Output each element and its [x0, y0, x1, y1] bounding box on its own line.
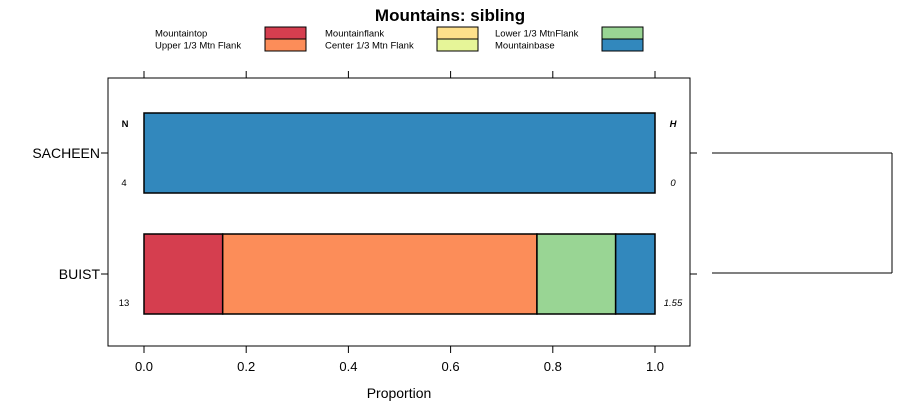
h-value: 1.55 [664, 298, 683, 309]
side-labels: N H 4 13 0 1.55 [119, 119, 683, 309]
bar-segment [143, 233, 224, 315]
legend-label: Center 1/3 Mtn Flank [325, 41, 414, 52]
bars [143, 112, 656, 315]
bar-segment [536, 233, 617, 315]
legend-label: Mountainflank [325, 29, 384, 40]
n-value: 13 [119, 298, 130, 309]
dendrogram [712, 152, 893, 274]
h-header: H [670, 119, 678, 130]
n-value: 4 [121, 178, 126, 189]
bar-segment [614, 233, 656, 315]
x-tick-label: 0.4 [339, 359, 357, 374]
x-tick-label: 0.6 [442, 359, 460, 374]
category-labels: SACHEEN BUIST [32, 145, 697, 282]
axes: 0.0 0.2 0.4 0.6 0.8 1.0 [135, 71, 664, 374]
x-tick-label: 0.0 [135, 359, 153, 374]
legend-swatch [264, 26, 307, 40]
legend-swatch [601, 26, 644, 40]
n-header: N [122, 119, 129, 130]
bar-segment [221, 233, 538, 315]
legend-label: Lower 1/3 MtnFlank [495, 29, 579, 40]
category-label: SACHEEN [32, 145, 100, 161]
x-axis-label: Proportion [367, 385, 432, 401]
legend-swatch [264, 38, 307, 52]
plot-frame [107, 77, 691, 347]
legend-label: Mountaintop [155, 29, 207, 40]
legend-swatch [436, 26, 479, 40]
bar-segment [143, 112, 656, 194]
category-label: BUIST [59, 266, 101, 282]
legend-swatch [601, 38, 644, 52]
x-tick-label: 0.2 [237, 359, 255, 374]
legend-label: Upper 1/3 Mtn Flank [155, 41, 241, 52]
chart-title: Mountains: sibling [375, 6, 525, 25]
legend-label: Mountainbase [495, 41, 555, 52]
legend-swatch [436, 38, 479, 52]
x-tick-label: 0.8 [544, 359, 562, 374]
x-tick-label: 1.0 [646, 359, 664, 374]
h-value: 0 [670, 178, 676, 189]
